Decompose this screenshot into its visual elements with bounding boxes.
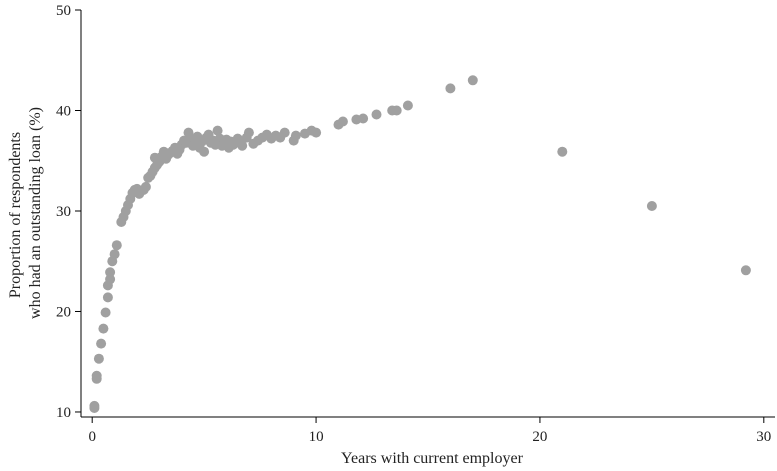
data-point <box>402 100 413 111</box>
data-point <box>89 403 100 413</box>
data-point <box>243 127 254 138</box>
y-tick-label: 50 <box>56 3 71 19</box>
data-point <box>96 338 107 349</box>
data-point <box>102 292 113 303</box>
x-axis-ticks: 0 10 20 30 <box>88 417 771 445</box>
data-point <box>646 201 657 211</box>
y-axis-ticks: 10 20 30 40 50 <box>56 3 81 421</box>
data-point <box>740 265 751 276</box>
data-point <box>199 146 210 157</box>
data-point <box>467 75 478 86</box>
x-axis-title: Years with current employer <box>341 450 524 467</box>
y-tick-label: 10 <box>56 405 71 421</box>
x-tick-label: 30 <box>756 429 771 445</box>
data-point <box>91 373 102 384</box>
data-point <box>98 323 109 334</box>
y-axis-title-line-2: who had an outstanding loan (%) <box>27 107 44 319</box>
data-point <box>290 130 301 141</box>
data-point <box>93 353 104 364</box>
y-tick-label: 30 <box>56 204 71 220</box>
data-point <box>109 249 120 260</box>
data-point <box>391 105 402 116</box>
data-point <box>557 146 568 157</box>
data-point <box>358 113 369 124</box>
data-point <box>237 140 248 151</box>
x-tick-label: 0 <box>88 429 96 445</box>
y-axis-title-line-1: Proportion of respondents <box>7 132 24 298</box>
plot-area: 0 10 20 30 10 20 30 40 50 <box>56 3 775 445</box>
x-tick-label: 20 <box>532 429 547 445</box>
data-point <box>371 109 382 120</box>
y-tick-label: 20 <box>56 304 71 320</box>
data-point <box>337 116 348 127</box>
data-point <box>100 307 111 318</box>
data-point <box>279 127 290 138</box>
data-point <box>111 240 122 251</box>
x-tick-label: 10 <box>309 429 324 445</box>
data-point <box>212 125 223 136</box>
data-point <box>445 83 456 94</box>
data-point <box>311 127 322 138</box>
y-tick-label: 40 <box>56 103 71 119</box>
data-points <box>89 75 751 413</box>
data-point <box>105 274 116 285</box>
data-point <box>140 181 151 192</box>
data-point <box>105 267 116 278</box>
y-axis-title: Proportion of respondents who had an out… <box>7 107 44 319</box>
